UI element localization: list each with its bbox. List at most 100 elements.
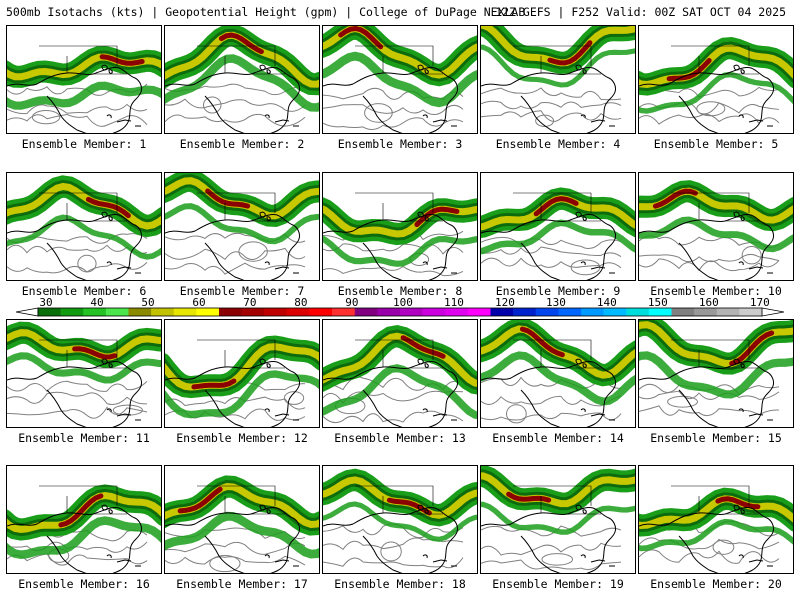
closed-height-contour bbox=[696, 101, 726, 117]
jet-core bbox=[729, 330, 775, 366]
political-border bbox=[197, 485, 285, 515]
coastline bbox=[417, 211, 429, 221]
jet-band-70kt bbox=[481, 472, 635, 508]
coastline bbox=[165, 67, 300, 133]
jet-core bbox=[72, 346, 118, 360]
member-map bbox=[323, 468, 477, 573]
colorbar-swatch bbox=[309, 308, 333, 316]
height-contour bbox=[165, 247, 306, 261]
colorbar-swatch bbox=[513, 308, 537, 316]
member-label: Ensemble Member: 3 bbox=[337, 137, 463, 151]
member-map bbox=[639, 320, 793, 427]
colorbar-swatch bbox=[105, 308, 129, 316]
political-border bbox=[39, 192, 127, 222]
member-map bbox=[7, 45, 161, 133]
coastline bbox=[417, 64, 429, 74]
coastline bbox=[580, 408, 615, 421]
member-label: Ensemble Member: 14 bbox=[492, 431, 624, 445]
member-map bbox=[7, 175, 161, 280]
coastline bbox=[264, 408, 299, 421]
coastline bbox=[639, 214, 774, 280]
jet-core bbox=[533, 196, 579, 217]
coastline bbox=[264, 554, 299, 567]
coastline bbox=[422, 261, 457, 274]
coastline bbox=[678, 535, 719, 573]
height-contour bbox=[7, 406, 148, 419]
coastline bbox=[520, 535, 561, 573]
coastline bbox=[204, 95, 245, 133]
colorbar-swatch bbox=[128, 308, 152, 316]
height-contour bbox=[639, 537, 780, 550]
height-contour bbox=[165, 98, 306, 112]
coastline bbox=[422, 408, 457, 421]
coastline bbox=[422, 554, 457, 567]
member-map bbox=[165, 475, 319, 573]
height-contour bbox=[481, 542, 622, 556]
member-map bbox=[481, 466, 635, 573]
member-label: Ensemble Member: 5 bbox=[653, 137, 779, 151]
political-border bbox=[355, 45, 443, 75]
height-contour bbox=[7, 244, 148, 254]
jet-core bbox=[338, 26, 384, 50]
colorbar-swatch bbox=[739, 308, 763, 316]
height-contour bbox=[481, 412, 622, 421]
height-contour bbox=[165, 541, 306, 555]
colorbar-left-arrow bbox=[15, 307, 39, 317]
coastline bbox=[580, 554, 615, 567]
height-contour bbox=[323, 117, 464, 130]
secondary-jet-band bbox=[165, 370, 319, 419]
member-label: Ensemble Member: 11 bbox=[18, 431, 150, 445]
secondary-jet-band bbox=[323, 501, 477, 542]
coastline bbox=[580, 261, 615, 274]
colorbar-tick-label: 150 bbox=[648, 296, 668, 309]
member-map bbox=[7, 321, 161, 427]
height-contour bbox=[323, 243, 464, 255]
coastline bbox=[46, 242, 87, 280]
coastline bbox=[481, 507, 616, 573]
secondary-jet-band bbox=[7, 352, 161, 384]
run-valid-time: 12Z GEFS | F252 Valid: 00Z SAT OCT 04 20… bbox=[495, 5, 786, 19]
colorbar-swatch bbox=[354, 308, 378, 316]
member-map bbox=[323, 26, 477, 133]
coastline bbox=[323, 507, 458, 573]
closed-height-contour bbox=[741, 246, 762, 265]
member-panel bbox=[480, 25, 636, 134]
colorbar-swatch bbox=[286, 308, 310, 316]
member-panel bbox=[164, 465, 320, 574]
coastline bbox=[481, 361, 616, 427]
coastline bbox=[481, 67, 616, 133]
member-map bbox=[481, 320, 635, 427]
height-contour bbox=[7, 391, 148, 406]
height-contour bbox=[639, 258, 780, 272]
coastline bbox=[738, 554, 773, 567]
coastline bbox=[106, 408, 141, 421]
coastline bbox=[678, 242, 719, 280]
member-label: Ensemble Member: 4 bbox=[495, 137, 621, 151]
coastline bbox=[580, 114, 615, 127]
member-panel bbox=[6, 319, 162, 428]
colorbar-swatch bbox=[490, 308, 514, 316]
coastline bbox=[46, 95, 87, 133]
member-panel bbox=[638, 319, 794, 428]
colorbar-tick-label: 30 bbox=[39, 296, 52, 309]
member-label: Ensemble Member: 9 bbox=[495, 284, 621, 298]
coastline bbox=[101, 504, 113, 514]
height-contour bbox=[481, 525, 622, 537]
coastline bbox=[323, 67, 458, 133]
jet-core bbox=[205, 188, 251, 209]
coastline bbox=[165, 507, 300, 573]
political-border bbox=[355, 485, 443, 515]
coastline bbox=[678, 95, 719, 133]
coastline bbox=[733, 358, 745, 368]
colorbar-tick-label: 170 bbox=[750, 296, 770, 309]
coastline bbox=[264, 114, 299, 127]
member-panel bbox=[164, 25, 320, 134]
coastline bbox=[259, 358, 271, 368]
coastline bbox=[323, 361, 458, 427]
colorbar-swatch bbox=[173, 308, 197, 316]
coastline bbox=[259, 64, 271, 74]
coastline bbox=[362, 389, 403, 427]
height-contour bbox=[639, 549, 780, 564]
secondary-jet-band bbox=[7, 516, 161, 560]
closed-height-contour bbox=[112, 404, 143, 416]
